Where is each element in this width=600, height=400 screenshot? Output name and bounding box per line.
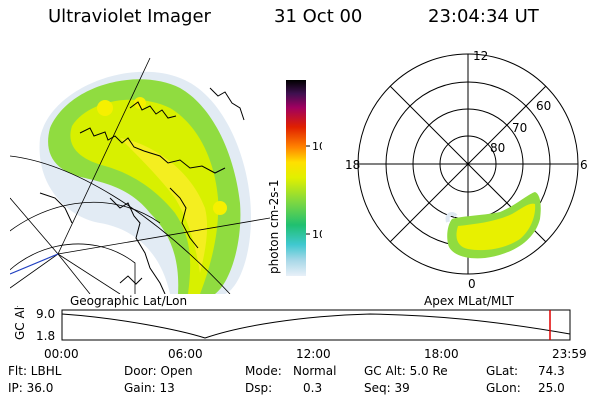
alt-axis-label: GC Alt bbox=[13, 306, 27, 340]
lat-label-60: 60 bbox=[536, 99, 551, 113]
time-tick-1200: 12:00 bbox=[296, 347, 331, 361]
door-info: Door: Open bbox=[124, 364, 193, 378]
altitude-plot: 9.0 1.8 GC Alt 00:00 06:00 12:00 18:00 2… bbox=[13, 306, 587, 361]
colorbar-tick-100: 100 bbox=[312, 140, 322, 153]
lat-label-80: 80 bbox=[490, 141, 505, 155]
alt-tick-1.8: 1.8 bbox=[36, 329, 55, 343]
mlt-label-6: 6 bbox=[580, 158, 588, 172]
gc-alt-info: GC Alt: 5.0 Re bbox=[364, 364, 448, 378]
gain-info: Gain: 13 bbox=[124, 381, 175, 395]
time-tick-0000: 00:00 bbox=[44, 347, 79, 361]
apex-label: Apex MLat/MLT bbox=[424, 294, 514, 308]
colorbar-unit-label: photon cm-2s-1 bbox=[267, 180, 281, 275]
alt-tick-9: 9.0 bbox=[36, 307, 55, 321]
time-tick-0600: 06:00 bbox=[168, 347, 203, 361]
time-tick-1800: 18:00 bbox=[424, 347, 459, 361]
geographic-label: Geographic Lat/Lon bbox=[70, 294, 188, 308]
glon-label: GLon: bbox=[486, 381, 521, 395]
lat-label-70: 70 bbox=[512, 121, 527, 135]
time-tick-2359: 23:59 bbox=[552, 347, 587, 361]
colorbar-tick-10: 10 bbox=[312, 228, 322, 241]
filter-info: Flt: LBHL bbox=[8, 364, 62, 378]
ip-info: IP: 36.0 bbox=[8, 381, 54, 395]
dsp-label: Dsp: bbox=[245, 381, 273, 395]
apex-polar-plot: 12 18 6 0 60 70 80 bbox=[345, 49, 588, 291]
mode-label: Mode: bbox=[245, 364, 282, 378]
seq-info: Seq: 39 bbox=[364, 381, 410, 395]
glat-label: GLat: bbox=[486, 364, 519, 378]
mlt-label-12: 12 bbox=[473, 49, 488, 63]
date-label: 31 Oct 00 bbox=[274, 6, 363, 27]
instrument-title: Ultraviolet Imager bbox=[48, 6, 211, 27]
mlt-label-0: 0 bbox=[468, 277, 476, 291]
time-label: 23:04:34 UT bbox=[428, 6, 539, 27]
geographic-image bbox=[10, 57, 270, 294]
dsp-value: 0.3 bbox=[303, 381, 323, 395]
glon-value: 25.0 bbox=[538, 381, 565, 395]
mode-value: Normal bbox=[293, 364, 337, 378]
glat-value: 74.3 bbox=[538, 364, 565, 378]
mlt-label-18: 18 bbox=[345, 158, 360, 172]
color-bar: 100 10 photon cm-2s-1 bbox=[267, 80, 322, 276]
